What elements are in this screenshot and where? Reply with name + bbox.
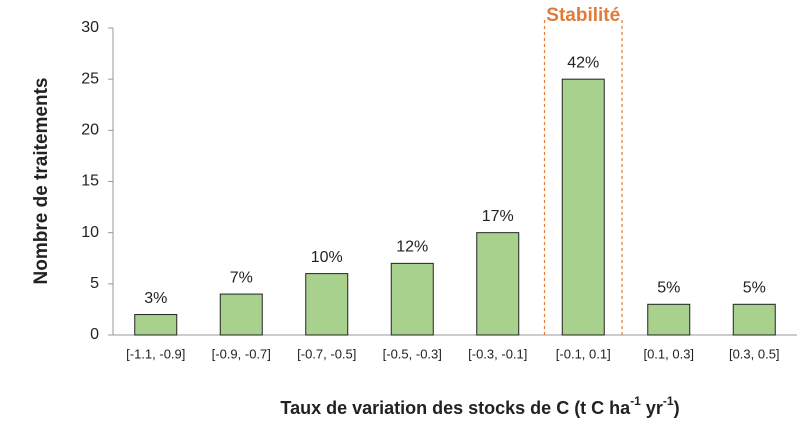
y-tick-label: 25 [81, 70, 99, 87]
x-tick-label: [-0.7, -0.5] [297, 346, 356, 361]
bar [732, 303, 776, 336]
y-tick-label: 0 [90, 326, 99, 343]
y-tick-label: 20 [81, 122, 99, 139]
x-axis-label: Taux de variation des stocks de C (t C h… [280, 394, 679, 418]
bar [305, 273, 349, 336]
share-label: 5% [743, 280, 766, 297]
y-tick-label: 5 [90, 275, 99, 292]
share-label: 42% [567, 54, 599, 71]
share-label: 17% [482, 208, 514, 225]
bar [219, 293, 263, 336]
y-tick-label: 10 [81, 224, 99, 241]
x-axis-label-part: -1 [630, 394, 641, 408]
share-label: 10% [311, 249, 343, 266]
x-axis-label-part: -1 [663, 394, 674, 408]
bar [390, 262, 434, 336]
y-tick-label: 30 [81, 19, 99, 36]
highlight-label: Stabilité [546, 5, 620, 26]
x-tick-label: [0.1, 0.3] [643, 346, 694, 361]
x-tick-label: [-0.1, 0.1] [556, 346, 611, 361]
bar [134, 314, 178, 336]
bar [476, 232, 520, 336]
x-tick-label: [-0.5, -0.3] [383, 346, 442, 361]
share-label: 3% [144, 290, 167, 307]
x-tick-label: [-0.9, -0.7] [212, 346, 271, 361]
y-tick-label: 15 [81, 173, 99, 190]
x-tick-label: [-1.1, -0.9] [126, 346, 185, 361]
share-label: 5% [657, 280, 680, 297]
bar [647, 303, 691, 336]
x-tick-label: [0.3, 0.5] [729, 346, 780, 361]
bar [561, 78, 605, 336]
x-tick-label: [-0.3, -0.1] [468, 346, 527, 361]
share-label: 12% [396, 239, 428, 256]
x-axis-label-part: ) [674, 398, 680, 418]
x-axis-label-part: yr [641, 398, 663, 418]
y-axis-label: Nombre de traitements [31, 78, 52, 285]
share-label: 7% [230, 269, 253, 286]
x-axis-label-part: Taux de variation des stocks de C (t C h… [280, 398, 631, 418]
